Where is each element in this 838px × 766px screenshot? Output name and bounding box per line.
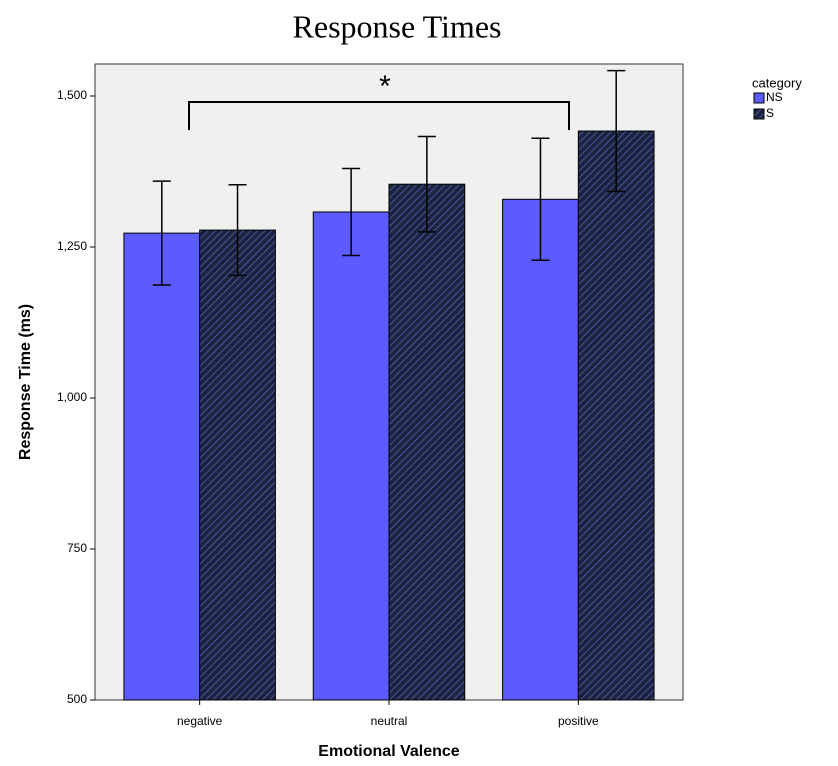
legend-title: category <box>752 75 802 90</box>
significance-bracket <box>188 101 570 130</box>
bar <box>577 130 655 701</box>
x-axis-title: Emotional Valence <box>318 743 459 760</box>
error-bar <box>152 180 171 286</box>
legend-label: NS <box>766 90 783 104</box>
error-bar <box>417 135 436 233</box>
y-tick-label: 750 <box>67 541 87 555</box>
bar <box>199 229 276 701</box>
y-tick-label: 1,000 <box>57 390 87 404</box>
bar <box>312 211 390 701</box>
x-tick-label: negative <box>177 714 223 728</box>
bar <box>388 183 466 701</box>
y-tick-label: 500 <box>67 692 87 706</box>
bar <box>502 198 579 701</box>
legend-label: S <box>766 106 774 120</box>
y-tick-label: 1,500 <box>57 88 87 102</box>
error-bar <box>607 69 626 193</box>
legend-swatch <box>753 92 765 104</box>
y-tick-label: 1,250 <box>57 239 87 253</box>
chart-title: Response Times <box>293 8 502 44</box>
x-tick-label: positive <box>558 714 599 728</box>
bar <box>123 232 201 701</box>
x-tick-label: neutral <box>371 714 408 728</box>
legend-swatch <box>753 108 765 120</box>
error-bar <box>531 137 550 262</box>
y-axis-title: Response Time (ms) <box>17 304 34 460</box>
error-bar <box>228 184 247 277</box>
error-bar <box>342 167 361 257</box>
significance-label: * <box>379 70 391 103</box>
